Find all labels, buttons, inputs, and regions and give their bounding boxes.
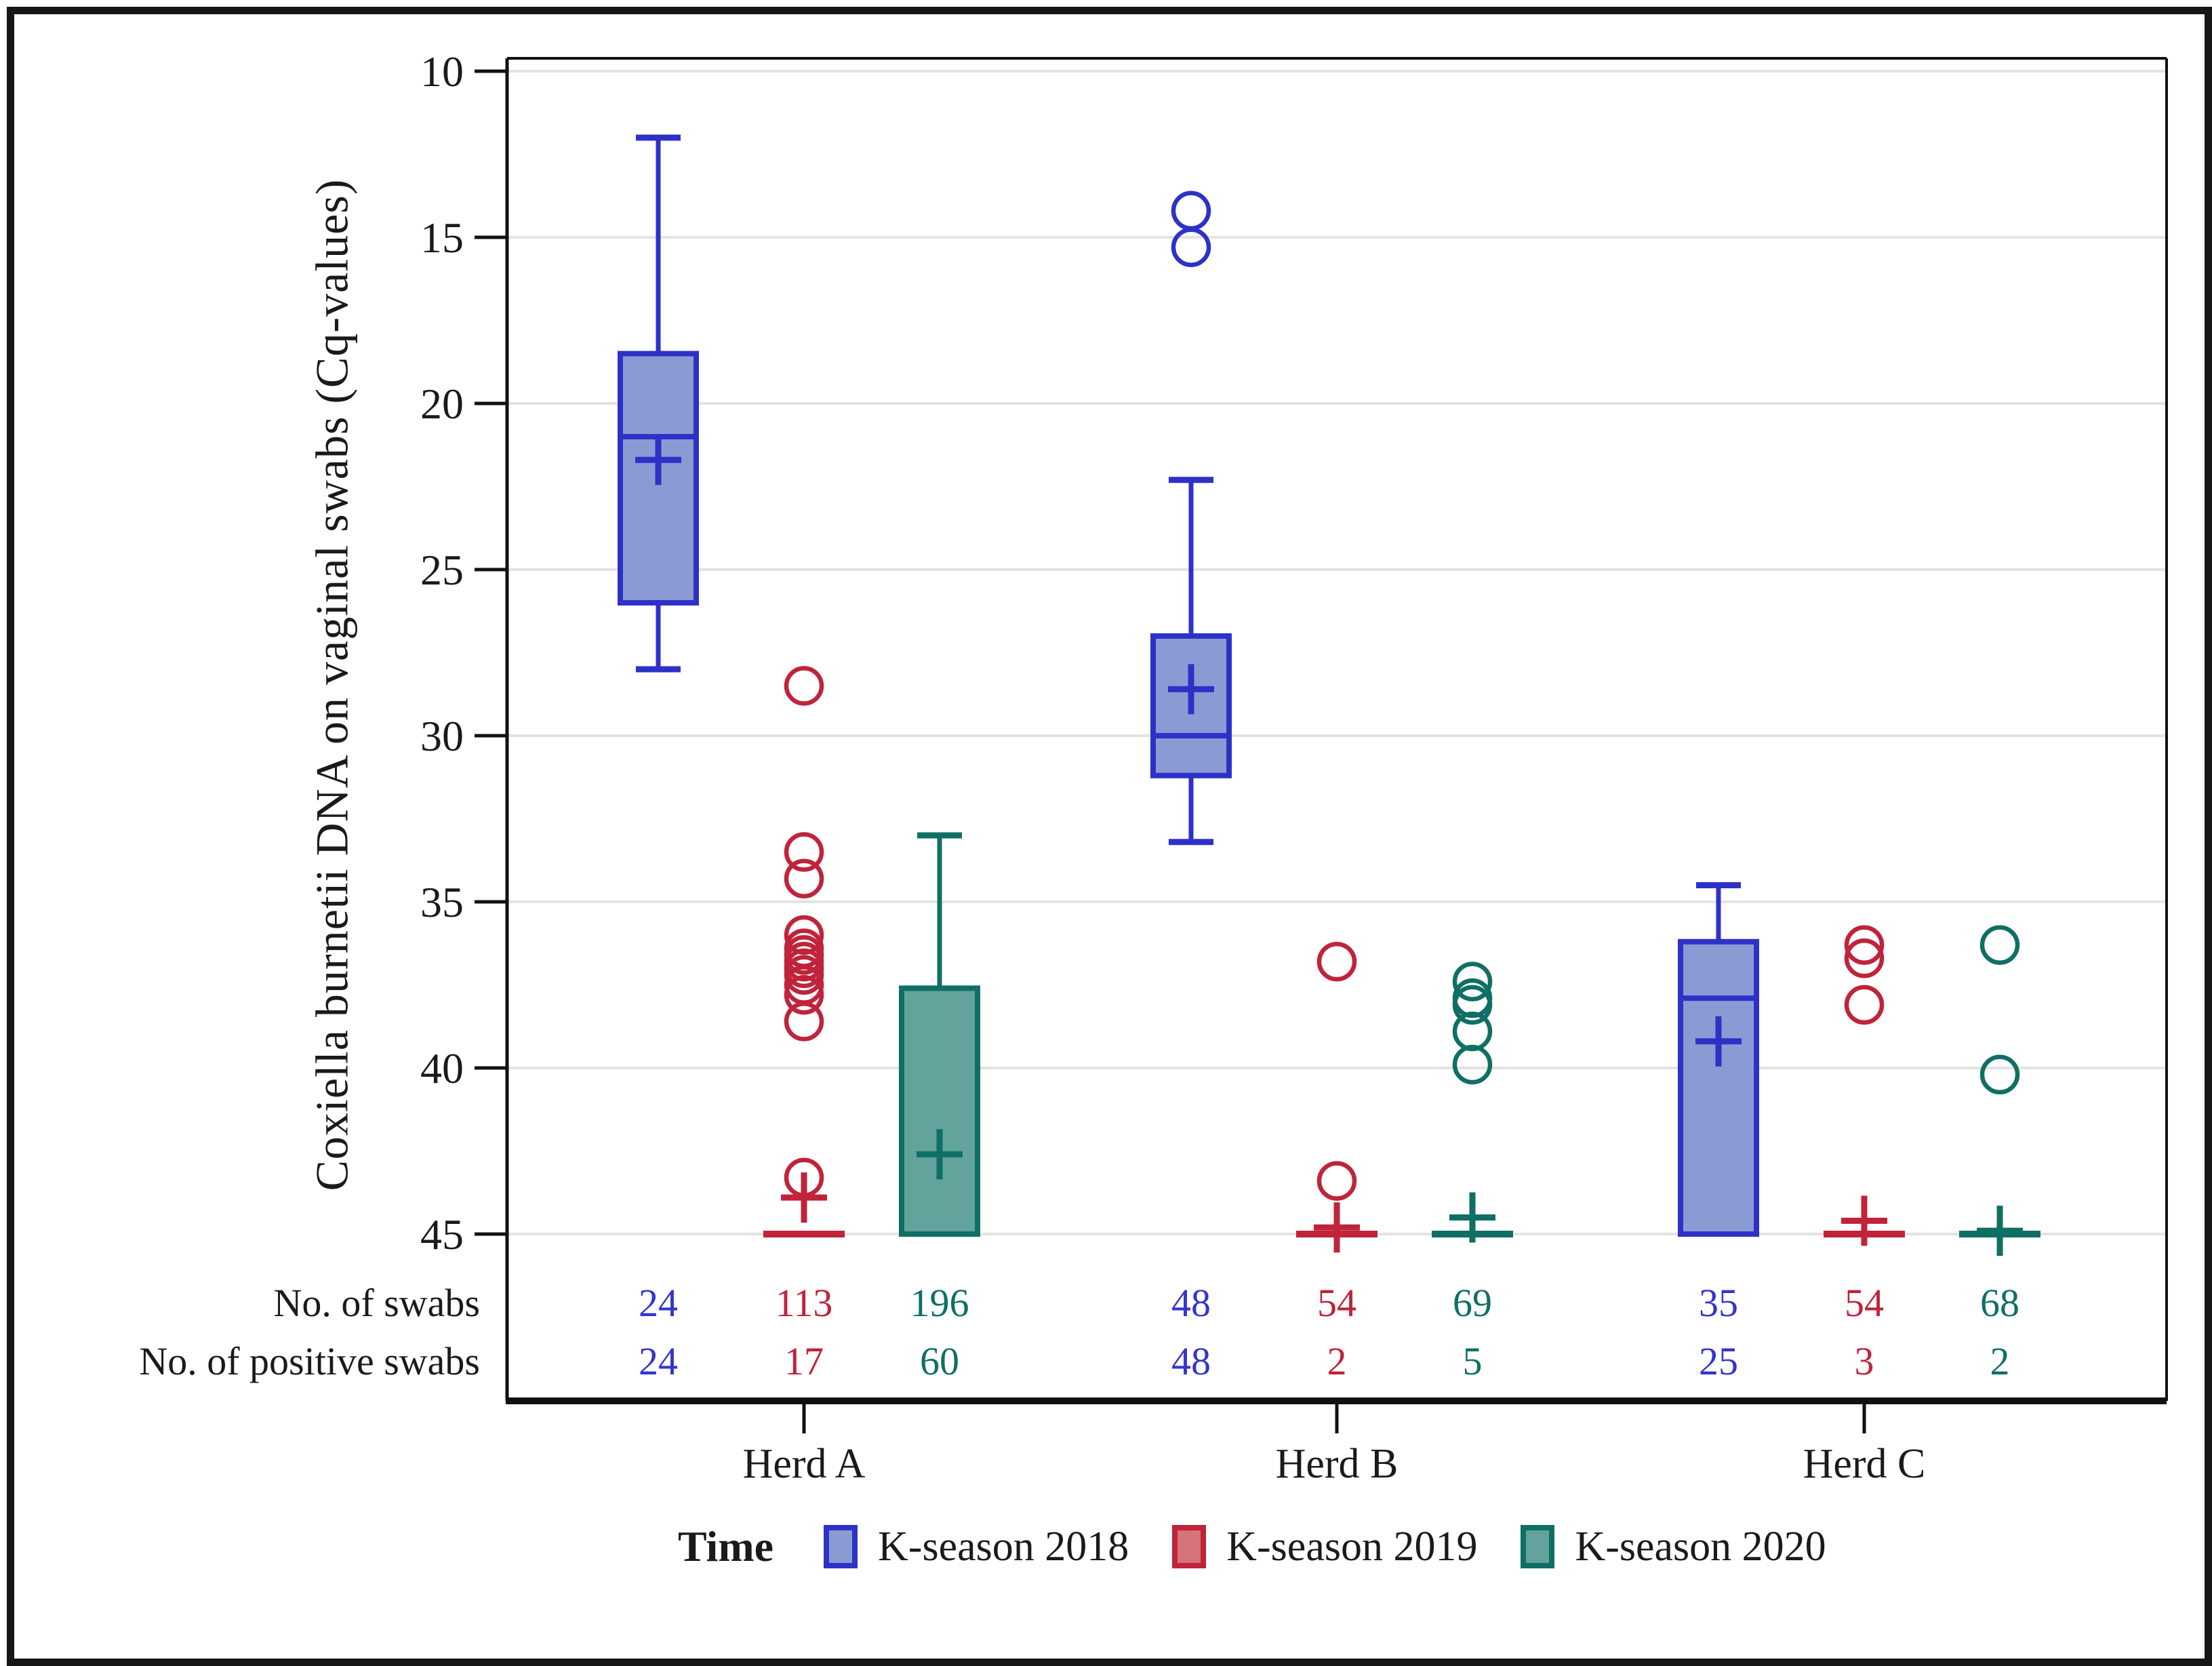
legend-title: Time — [678, 1522, 774, 1570]
outlier-point — [1171, 191, 1211, 231]
outlier-point — [1452, 985, 1493, 1025]
legend-swatch-2020-icon — [1521, 1525, 1555, 1568]
outlier-point — [1316, 941, 1357, 982]
outlier-point — [784, 858, 824, 898]
outlier-point — [784, 1157, 824, 1197]
outlier-point — [784, 666, 824, 706]
y-tick-label: 15 — [420, 214, 464, 262]
outlier-point — [1979, 925, 2020, 965]
swab-count-value: 196 — [910, 1281, 969, 1325]
x-axis-label-herd-a: Herd A — [742, 1441, 866, 1487]
positive-swab-count-value: 5 — [1462, 1339, 1483, 1383]
swab-count-value: 24 — [639, 1281, 678, 1325]
outlier-point — [1452, 1044, 1493, 1085]
x-axis-label-herd-b: Herd B — [1275, 1441, 1399, 1487]
legend-swatch-2019-icon — [1172, 1525, 1207, 1568]
box — [899, 985, 980, 1237]
outlier-point — [1452, 1011, 1493, 1052]
positive-swab-count-value: 3 — [1854, 1339, 1874, 1383]
positive-swab-count-value: 24 — [639, 1339, 678, 1383]
y-tick-label: 10 — [420, 47, 464, 96]
swab-count-value: 54 — [1317, 1281, 1356, 1325]
y-tick-label: 20 — [420, 380, 464, 428]
legend-swatch-2018-icon — [824, 1525, 858, 1568]
outlier-point — [1171, 227, 1211, 267]
positive-swab-count-value: 17 — [784, 1339, 824, 1383]
legend-item-2018: K-season 2018 — [824, 1523, 1129, 1571]
positive-swab-count-value: 2 — [1327, 1339, 1347, 1383]
legend-label-2019: K-season 2019 — [1226, 1523, 1478, 1570]
swab-count-value: 113 — [775, 1281, 833, 1325]
row-label-positive-swabs: No. of positive swabs — [139, 1339, 480, 1383]
outlier-point — [784, 1001, 824, 1042]
y-tick-label: 25 — [420, 546, 464, 594]
swab-count-value: 69 — [1453, 1281, 1492, 1325]
legend: Time K-season 2018 K-season 2019 K-seaso… — [678, 1522, 1826, 1572]
swab-count-value: 48 — [1171, 1281, 1211, 1325]
positive-swab-count-value: 25 — [1699, 1339, 1738, 1383]
y-tick-label: 45 — [420, 1210, 464, 1258]
outlier-point — [784, 974, 824, 1015]
x-axis-label-herd-c: Herd C — [1803, 1441, 1926, 1487]
y-tick-label: 35 — [420, 878, 464, 926]
legend-item-2019: K-season 2019 — [1172, 1523, 1477, 1571]
outlier-point — [784, 832, 824, 872]
swab-count-value: 68 — [1980, 1281, 2019, 1325]
outlier-point — [1452, 961, 1493, 1001]
legend-item-2020: K-season 2020 — [1521, 1523, 1826, 1571]
y-tick-label: 30 — [420, 712, 464, 760]
positive-swab-count-value: 60 — [920, 1339, 959, 1383]
legend-label-2020: K-season 2020 — [1575, 1523, 1826, 1570]
outlier-point — [1844, 938, 1885, 978]
outlier-point — [784, 955, 824, 995]
legend-label-2018: K-season 2018 — [878, 1523, 1129, 1570]
y-tick-label: 40 — [420, 1044, 464, 1092]
outlier-point — [1844, 925, 1885, 965]
outlier-point — [1316, 1161, 1357, 1201]
outlier-point — [1979, 1054, 2020, 1095]
swab-count-value: 35 — [1699, 1281, 1738, 1325]
box — [1678, 938, 1759, 1237]
y-axis-title: Coxiella burnetii DNA on vaginal swabs (… — [306, 178, 358, 1191]
row-label-swabs: No. of swabs — [273, 1281, 480, 1325]
positive-swab-count-value: 48 — [1171, 1339, 1211, 1383]
outlier-point — [1844, 985, 1885, 1025]
positive-swab-count-value: 2 — [1990, 1339, 2010, 1383]
swab-count-value: 54 — [1845, 1281, 1884, 1325]
